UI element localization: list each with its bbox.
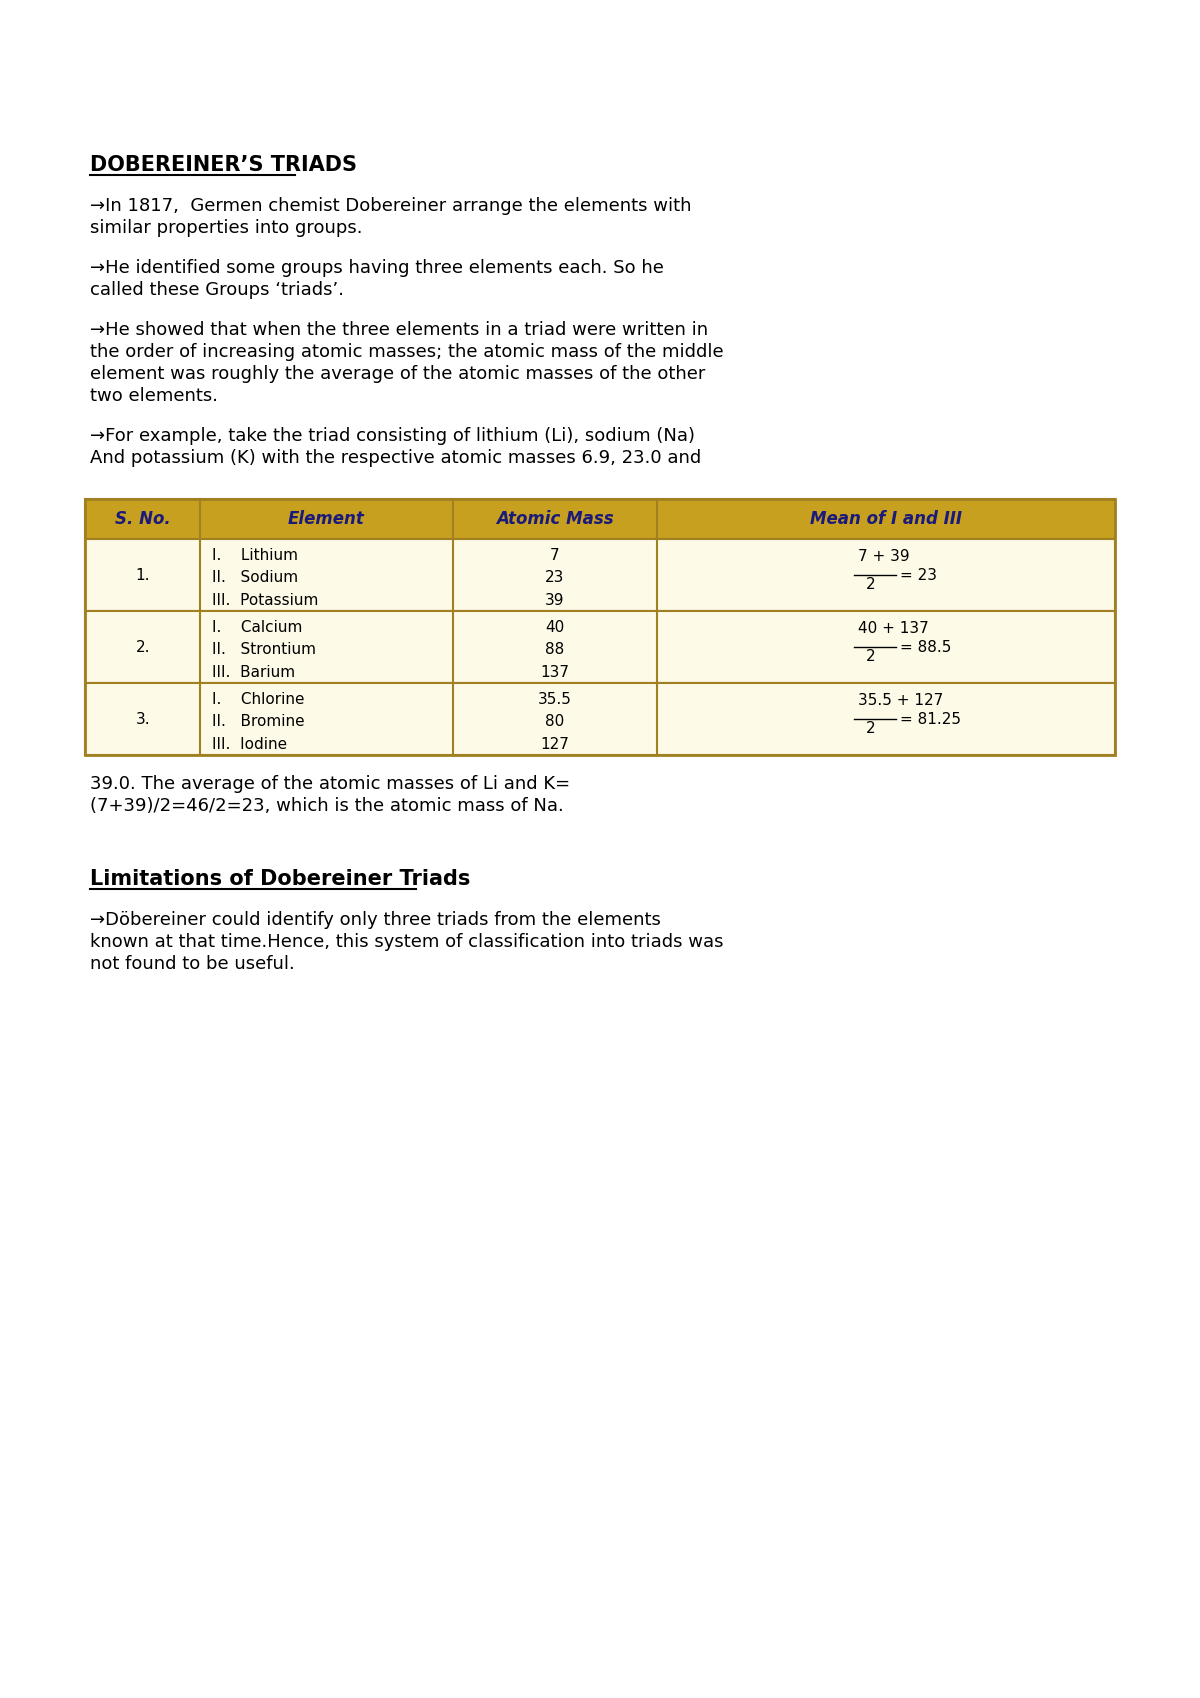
Text: I.    Calcium: I. Calcium <box>212 620 302 635</box>
Text: III.  Barium: III. Barium <box>212 664 295 679</box>
Text: similar properties into groups.: similar properties into groups. <box>90 219 362 238</box>
Text: element was roughly the average of the atomic masses of the other: element was roughly the average of the a… <box>90 365 706 384</box>
Text: 39: 39 <box>545 593 564 608</box>
Text: I.    Chlorine: I. Chlorine <box>212 691 305 706</box>
Text: 35.5: 35.5 <box>538 691 571 706</box>
Text: two elements.: two elements. <box>90 387 218 406</box>
Text: 2: 2 <box>866 722 876 735</box>
Text: 1.: 1. <box>136 567 150 582</box>
Text: = 23: = 23 <box>900 567 937 582</box>
Text: →He showed that when the three elements in a triad were written in: →He showed that when the three elements … <box>90 321 708 340</box>
Text: = 88.5: = 88.5 <box>900 640 952 654</box>
Text: 40 + 137: 40 + 137 <box>858 621 929 637</box>
Text: III.  Potassium: III. Potassium <box>212 593 319 608</box>
Text: 88: 88 <box>545 642 564 657</box>
Text: 80: 80 <box>545 715 564 728</box>
Text: DOBEREINER’S TRIADS: DOBEREINER’S TRIADS <box>90 155 358 175</box>
Text: 23: 23 <box>545 571 564 586</box>
Text: not found to be useful.: not found to be useful. <box>90 954 295 973</box>
Text: known at that time.Hence, this system of classification into triads was: known at that time.Hence, this system of… <box>90 932 724 951</box>
Text: the order of increasing atomic masses; the atomic mass of the middle: the order of increasing atomic masses; t… <box>90 343 724 362</box>
Text: 3.: 3. <box>136 711 150 727</box>
Bar <box>85 538 1115 611</box>
Text: →Döbereiner could identify only three triads from the elements: →Döbereiner could identify only three tr… <box>90 912 661 929</box>
Text: II.   Strontium: II. Strontium <box>212 642 317 657</box>
Text: I.    Lithium: I. Lithium <box>212 548 299 562</box>
Text: 39.0. The average of the atomic masses of Li and K=: 39.0. The average of the atomic masses o… <box>90 774 570 793</box>
Text: 40: 40 <box>545 620 564 635</box>
Text: 2: 2 <box>866 577 876 593</box>
Text: S. No.: S. No. <box>115 509 170 528</box>
Text: (7+39)/2=46/2=23, which is the atomic mass of Na.: (7+39)/2=46/2=23, which is the atomic ma… <box>90 796 564 815</box>
Bar <box>85 683 1115 756</box>
Text: →For example, take the triad consisting of lithium (Li), sodium (Na): →For example, take the triad consisting … <box>90 426 695 445</box>
Text: Mean of I and III: Mean of I and III <box>810 509 962 528</box>
Text: Limitations of Dobereiner Triads: Limitations of Dobereiner Triads <box>90 869 470 890</box>
Text: II.   Sodium: II. Sodium <box>212 571 299 586</box>
Text: 137: 137 <box>540 664 569 679</box>
Text: 2.: 2. <box>136 640 150 654</box>
Text: III.  Iodine: III. Iodine <box>212 737 288 752</box>
Text: Atomic Mass: Atomic Mass <box>496 509 613 528</box>
Bar <box>85 611 1115 683</box>
Text: 35.5 + 127: 35.5 + 127 <box>858 693 943 708</box>
Bar <box>85 499 1115 538</box>
Text: = 81.25: = 81.25 <box>900 711 961 727</box>
Text: 7 + 39: 7 + 39 <box>858 548 910 564</box>
Text: Element: Element <box>288 509 365 528</box>
Text: 2: 2 <box>866 649 876 664</box>
Text: →In 1817,  Germen chemist Dobereiner arrange the elements with: →In 1817, Germen chemist Dobereiner arra… <box>90 197 691 216</box>
Text: 127: 127 <box>540 737 569 752</box>
Text: →He identified some groups having three elements each. So he: →He identified some groups having three … <box>90 260 664 277</box>
Text: And potassium (K) with the respective atomic masses 6.9, 23.0 and: And potassium (K) with the respective at… <box>90 448 701 467</box>
Bar <box>85 499 1115 756</box>
Text: II.   Bromine: II. Bromine <box>212 715 305 728</box>
Text: 7: 7 <box>550 548 559 562</box>
Text: called these Groups ‘triads’.: called these Groups ‘triads’. <box>90 280 344 299</box>
